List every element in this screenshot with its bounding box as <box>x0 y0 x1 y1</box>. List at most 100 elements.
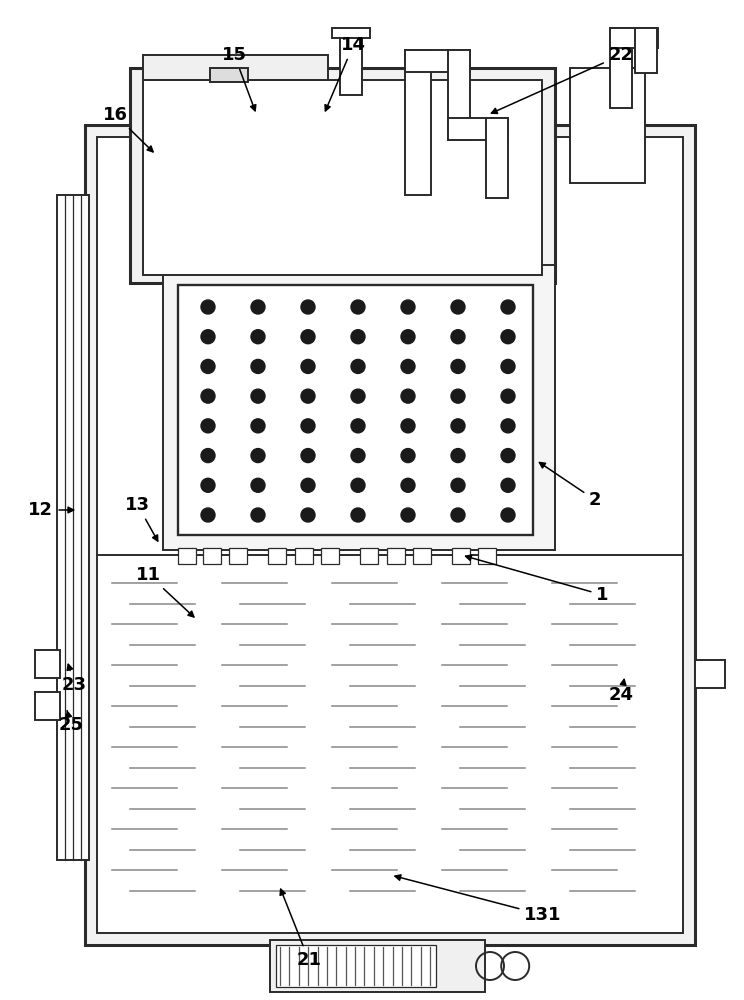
Text: 131: 131 <box>395 875 562 924</box>
Circle shape <box>251 508 265 522</box>
Circle shape <box>301 478 315 492</box>
Bar <box>405 50 470 72</box>
Bar <box>610 28 632 108</box>
Text: 24: 24 <box>609 679 634 704</box>
Circle shape <box>351 389 365 403</box>
Circle shape <box>201 330 215 344</box>
Circle shape <box>401 508 415 522</box>
Bar <box>610 28 658 48</box>
Circle shape <box>351 359 365 373</box>
Bar <box>178 548 196 564</box>
Bar <box>143 80 542 275</box>
Circle shape <box>251 330 265 344</box>
Circle shape <box>451 478 465 492</box>
Text: 25: 25 <box>58 710 83 734</box>
Circle shape <box>201 419 215 433</box>
Bar <box>143 55 328 80</box>
Circle shape <box>351 508 365 522</box>
Text: 14: 14 <box>325 36 366 111</box>
Circle shape <box>251 419 265 433</box>
Circle shape <box>351 300 365 314</box>
Bar <box>268 548 286 564</box>
Circle shape <box>501 449 515 463</box>
Circle shape <box>301 508 315 522</box>
Circle shape <box>501 330 515 344</box>
Bar <box>203 548 221 564</box>
Bar <box>163 265 555 550</box>
Circle shape <box>401 449 415 463</box>
Circle shape <box>251 389 265 403</box>
Circle shape <box>451 389 465 403</box>
Bar <box>85 125 695 945</box>
Text: 2: 2 <box>539 463 601 509</box>
Bar <box>360 548 378 564</box>
Circle shape <box>351 449 365 463</box>
Circle shape <box>301 389 315 403</box>
Bar <box>130 68 555 283</box>
Circle shape <box>401 478 415 492</box>
Bar <box>478 548 496 564</box>
Circle shape <box>401 389 415 403</box>
Bar <box>35 650 60 678</box>
Bar <box>210 68 248 82</box>
Circle shape <box>251 300 265 314</box>
Circle shape <box>401 300 415 314</box>
Bar <box>387 548 405 564</box>
Circle shape <box>201 508 215 522</box>
Bar <box>448 50 470 140</box>
Bar <box>332 28 370 38</box>
Circle shape <box>451 449 465 463</box>
Circle shape <box>301 300 315 314</box>
Bar <box>35 692 60 720</box>
Circle shape <box>201 359 215 373</box>
Text: 12: 12 <box>28 501 74 519</box>
Circle shape <box>501 419 515 433</box>
Circle shape <box>201 300 215 314</box>
Circle shape <box>301 419 315 433</box>
Circle shape <box>451 359 465 373</box>
Circle shape <box>201 389 215 403</box>
Circle shape <box>201 478 215 492</box>
Circle shape <box>301 359 315 373</box>
Circle shape <box>451 508 465 522</box>
Circle shape <box>501 478 515 492</box>
Bar <box>321 548 339 564</box>
Bar <box>229 548 247 564</box>
Text: 15: 15 <box>222 46 256 111</box>
Bar <box>178 285 533 535</box>
Circle shape <box>401 330 415 344</box>
Circle shape <box>251 449 265 463</box>
Text: 23: 23 <box>62 664 87 694</box>
Circle shape <box>451 419 465 433</box>
Text: 16: 16 <box>103 106 153 152</box>
Bar <box>570 68 645 183</box>
Circle shape <box>351 419 365 433</box>
Text: 1: 1 <box>466 555 609 604</box>
Circle shape <box>351 330 365 344</box>
Circle shape <box>501 359 515 373</box>
Text: 13: 13 <box>125 496 158 541</box>
Circle shape <box>351 478 365 492</box>
Bar <box>452 548 470 564</box>
Text: 21: 21 <box>280 889 321 969</box>
Bar <box>695 660 725 688</box>
Circle shape <box>201 449 215 463</box>
Circle shape <box>501 389 515 403</box>
Circle shape <box>501 508 515 522</box>
Bar <box>486 118 508 198</box>
Circle shape <box>451 330 465 344</box>
Bar <box>57 195 89 860</box>
Circle shape <box>401 419 415 433</box>
Circle shape <box>301 330 315 344</box>
Text: 11: 11 <box>136 566 194 617</box>
Circle shape <box>251 359 265 373</box>
Bar <box>97 137 683 933</box>
Bar <box>635 28 657 73</box>
Bar <box>295 548 313 564</box>
Circle shape <box>501 300 515 314</box>
Circle shape <box>401 359 415 373</box>
Bar <box>276 945 436 987</box>
Circle shape <box>251 478 265 492</box>
Circle shape <box>301 449 315 463</box>
Bar <box>340 30 362 95</box>
